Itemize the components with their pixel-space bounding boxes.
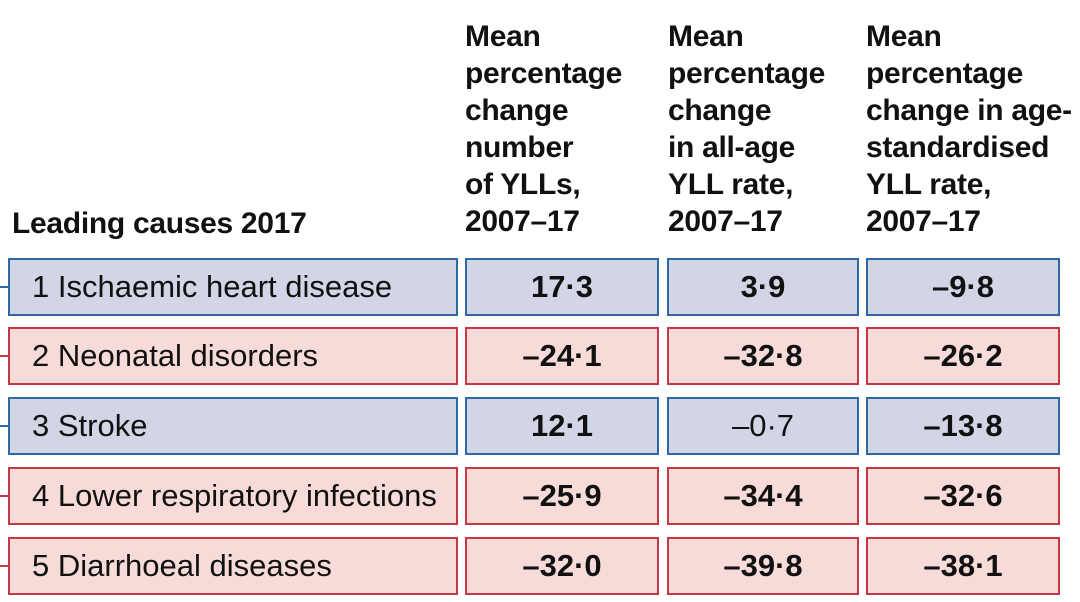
cause-label: 5 Diarrhoeal diseases bbox=[8, 537, 458, 595]
value-cell: 12·1 bbox=[465, 397, 659, 455]
value-cell: –26·2 bbox=[866, 327, 1060, 385]
value-cell: –25·9 bbox=[465, 467, 659, 525]
value-cell: –39·8 bbox=[667, 537, 859, 595]
value-cell: 3·9 bbox=[667, 258, 859, 316]
header-cause: Leading causes 2017 bbox=[12, 207, 307, 240]
value-cell: –24·1 bbox=[465, 327, 659, 385]
cause-label: 1 Ischaemic heart disease bbox=[8, 258, 458, 316]
value-cell: –0·7 bbox=[667, 397, 859, 455]
cause-label: 4 Lower respiratory infections bbox=[8, 467, 458, 525]
value-cell: –38·1 bbox=[866, 537, 1060, 595]
cause-label: 3 Stroke bbox=[8, 397, 458, 455]
value-cell: –32·8 bbox=[667, 327, 859, 385]
header-age-standardised-rate: Mean percentage change in age- standardi… bbox=[866, 20, 1072, 238]
value-cell: –32·0 bbox=[465, 537, 659, 595]
cause-label: 2 Neonatal disorders bbox=[8, 327, 458, 385]
connector-tick bbox=[0, 355, 10, 357]
value-cell: –34·4 bbox=[667, 467, 859, 525]
value-cell: –13·8 bbox=[866, 397, 1060, 455]
connector-tick bbox=[0, 286, 10, 288]
value-cell: –9·8 bbox=[866, 258, 1060, 316]
connector-tick bbox=[0, 565, 10, 567]
header-number-ylls: Mean percentage change number of YLLs, 2… bbox=[465, 20, 623, 238]
value-cell: –32·6 bbox=[866, 467, 1060, 525]
connector-tick bbox=[0, 495, 10, 497]
header-all-age-rate: Mean percentage change in all-age YLL ra… bbox=[668, 20, 826, 238]
value-cell: 17·3 bbox=[465, 258, 659, 316]
connector-tick bbox=[0, 425, 10, 427]
